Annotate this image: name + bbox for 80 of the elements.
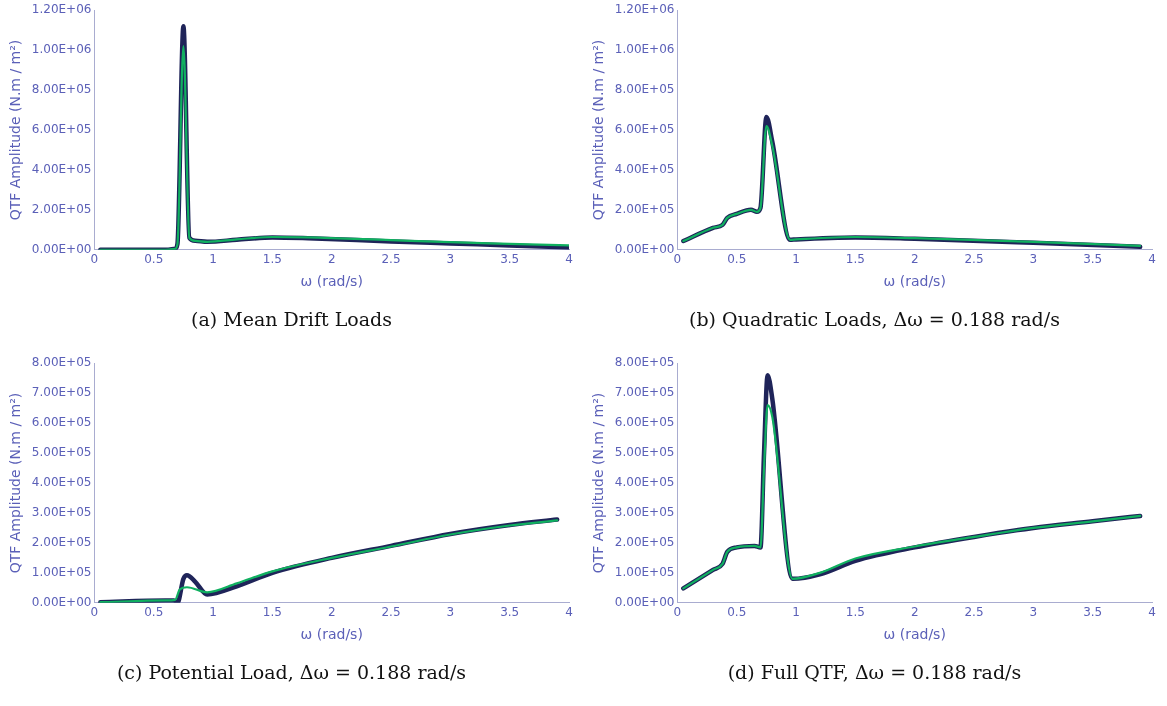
x-tick-label: 1	[792, 252, 800, 267]
x-tick-label: 4	[1148, 605, 1156, 620]
x-tick-label: 1	[209, 605, 217, 620]
y-tick-label: 2.00E+05	[31, 535, 92, 550]
y-axis-title: QTF Amplitude (N.m / m²)	[7, 392, 24, 574]
y-tick-label: 7.00E+05	[31, 385, 92, 400]
x-tick-label: 3	[1029, 605, 1038, 620]
x-tick-label: 0	[673, 605, 682, 620]
x-axis-title: ω (rad/s)	[883, 626, 946, 643]
x-tick-label: 3.5	[1083, 605, 1103, 620]
y-tick-label: 4.00E+05	[31, 475, 92, 490]
x-axis-title: ω (rad/s)	[883, 273, 946, 290]
y-axis-title: QTF Amplitude (N.m / m²)	[7, 39, 24, 221]
y-tick-label: 0.00E+00	[614, 594, 675, 609]
x-tick-label: 0	[673, 252, 682, 267]
y-tick-label: 4.00E+05	[31, 162, 92, 177]
x-tick-label: 3.5	[500, 252, 520, 267]
y-tick-label: 2.00E+05	[31, 201, 92, 216]
x-tick-label: 2.5	[964, 252, 984, 267]
y-tick-label: 3.00E+05	[614, 505, 675, 520]
y-tick-label: 1.00E+06	[31, 42, 92, 57]
x-tick-label: 2.5	[381, 252, 401, 267]
x-axis-title: ω (rad/s)	[300, 626, 363, 643]
y-tick-label: 1.20E+06	[31, 2, 92, 17]
y-axis-title: QTF Amplitude (N.m / m²)	[590, 39, 607, 221]
x-tick-label: 1.5	[262, 605, 282, 620]
y-tick-label: 8.00E+05	[614, 82, 675, 97]
x-tick-label: 1.5	[845, 605, 865, 620]
x-tick-label: 2.5	[381, 605, 401, 620]
x-tick-label: 2	[327, 605, 336, 620]
y-tick-label: 0.00E+00	[31, 241, 92, 256]
y-tick-label: 1.00E+06	[614, 42, 675, 57]
x-tick-label: 3	[1029, 252, 1038, 267]
x-axis-title: ω (rad/s)	[300, 273, 363, 290]
y-tick-label: 0.00E+00	[31, 594, 92, 609]
text: (d) Full QTF, Δω = 0.188 rad/s	[726, 661, 1023, 683]
y-tick-label: 6.00E+05	[614, 122, 675, 137]
x-tick-label: 2	[910, 252, 919, 267]
y-tick-label: 3.00E+05	[31, 505, 92, 520]
y-tick-label: 5.00E+05	[614, 445, 675, 460]
y-tick-label: 0.00E+00	[614, 241, 675, 256]
y-tick-label: 1.00E+05	[614, 564, 675, 579]
x-tick-label: 4	[1148, 252, 1156, 267]
y-tick-label: 2.00E+05	[614, 535, 675, 550]
x-tick-label: 3	[446, 605, 455, 620]
y-tick-label: 5.00E+05	[31, 445, 92, 460]
y-tick-label: 4.00E+05	[614, 162, 675, 177]
x-tick-label: 0	[90, 252, 99, 267]
x-tick-label: 3.5	[1083, 252, 1103, 267]
x-tick-label: 0.5	[727, 605, 747, 620]
y-tick-label: 1.20E+06	[614, 2, 675, 17]
x-tick-label: 0.5	[144, 252, 164, 267]
y-tick-label: 1.00E+05	[31, 564, 92, 579]
text: (a) Mean Drift Loads	[190, 308, 393, 330]
x-tick-label: 1	[209, 252, 217, 267]
text: (b) Quadratic Loads, Δω = 0.188 rad/s	[688, 308, 1061, 330]
text: (c) Potential Load, Δω = 0.188 rad/s	[115, 661, 468, 683]
x-tick-label: 3.5	[500, 605, 520, 620]
x-tick-label: 2.5	[964, 605, 984, 620]
y-tick-label: 8.00E+05	[614, 355, 675, 370]
x-tick-label: 2	[910, 605, 919, 620]
y-tick-label: 6.00E+05	[614, 415, 675, 430]
x-tick-label: 4	[565, 252, 573, 267]
x-tick-label: 0	[90, 605, 99, 620]
y-tick-label: 2.00E+05	[614, 201, 675, 216]
y-tick-label: 8.00E+05	[31, 82, 92, 97]
x-tick-label: 1.5	[845, 252, 865, 267]
y-axis-title: QTF Amplitude (N.m / m²)	[590, 392, 607, 574]
x-tick-label: 1.5	[262, 252, 282, 267]
y-tick-label: 7.00E+05	[614, 385, 675, 400]
x-tick-label: 4	[565, 605, 573, 620]
x-tick-label: 0.5	[727, 252, 747, 267]
x-tick-label: 0.5	[144, 605, 164, 620]
y-tick-label: 6.00E+05	[31, 122, 92, 137]
y-tick-label: 4.00E+05	[614, 475, 675, 490]
x-tick-label: 3	[446, 252, 455, 267]
x-tick-label: 1	[792, 605, 800, 620]
y-tick-label: 6.00E+05	[31, 415, 92, 430]
x-tick-label: 2	[327, 252, 336, 267]
y-tick-label: 8.00E+05	[31, 355, 92, 370]
